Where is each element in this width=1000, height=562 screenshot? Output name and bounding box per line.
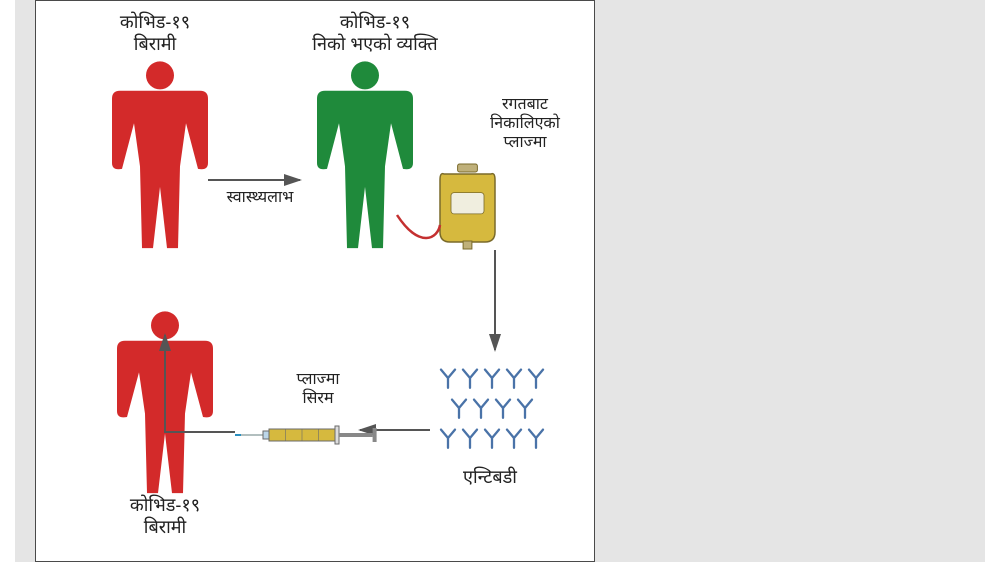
- label-plasma-bag: रगतबाट निकालिएको प्लाज्मा: [465, 95, 585, 153]
- label-recovery-arrow: स्वास्थ्यलाभ: [200, 188, 320, 207]
- label-plasma-serum: प्लाज्मा सिरम: [268, 370, 368, 408]
- label-patient-bottom: कोभिड-१९ बिरामी: [90, 495, 240, 538]
- page-root: कोभिड-१९ बिरामी कोभिड-१९ निको भएको व्यक्…: [0, 0, 1000, 562]
- syringe-icon: [235, 420, 375, 450]
- label-patient-top: कोभिड-१९ बिरामी: [80, 12, 230, 55]
- label-antibody: एन्टिबडी: [430, 467, 550, 489]
- antibody-grid-icon: [440, 368, 560, 468]
- label-recovered: कोभिड-१९ निको भएको व्यक्ति: [280, 12, 470, 55]
